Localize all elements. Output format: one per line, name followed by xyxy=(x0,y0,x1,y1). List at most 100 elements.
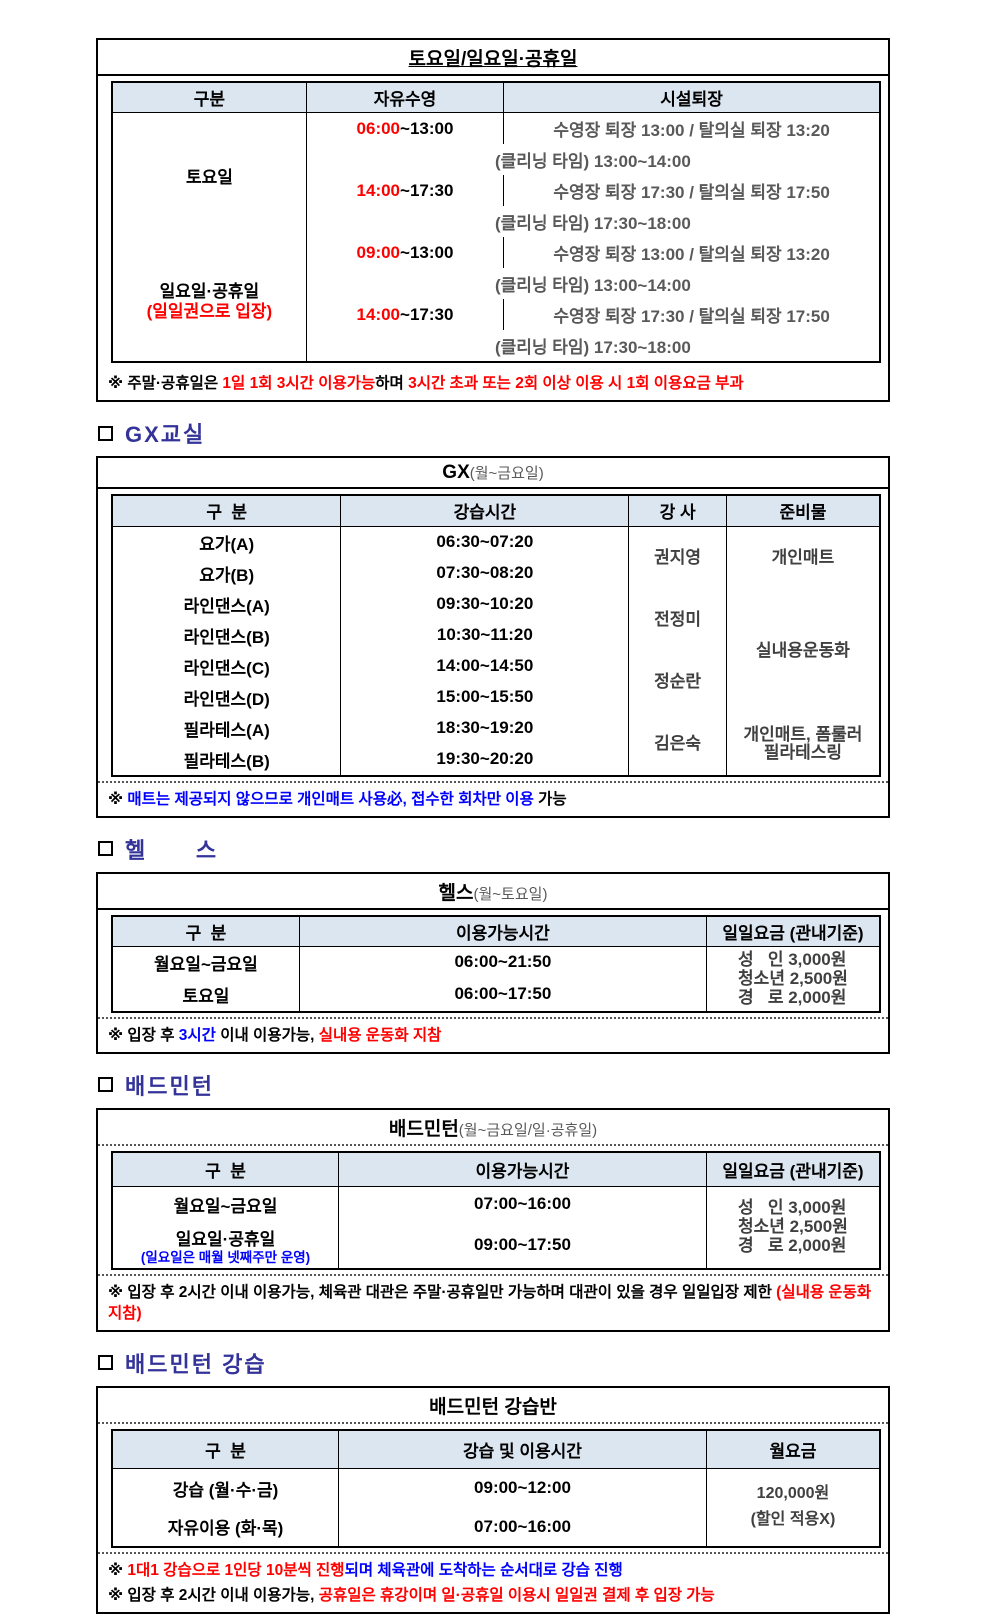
cleaning-time-cell: (클리닝 타임) 17:30~18:00 xyxy=(305,206,881,237)
equipment-cell: 개인매트 xyxy=(725,526,881,589)
square-bullet-icon xyxy=(98,425,113,441)
exit-info-cell: 수영장 퇴장 17:30 / 탈의실 퇴장 17:50 xyxy=(503,299,881,330)
header-cell-exit: 시설퇴장 xyxy=(503,82,881,113)
section-heading-badminton-lesson: 배드민턴 강습 xyxy=(98,1347,890,1379)
exit-info-cell: 수영장 퇴장 13:00 / 탈의실 퇴장 13:20 xyxy=(503,237,881,268)
weekend-table-title: 토요일/일요일·공휴일 xyxy=(98,40,888,76)
section-heading-badminton: 배드민턴 xyxy=(98,1069,890,1101)
class-name-cell: 라인댄스(C) xyxy=(111,650,342,682)
table-row: 필라테스(B) 19:30~20:20 xyxy=(111,743,880,776)
header-cell-lesson-time: 강습 및 이용시간 xyxy=(338,1429,707,1469)
table-row: 라인댄스(C) 14:00~14:50 정순란 xyxy=(111,650,880,713)
document-page: 토요일/일요일·공휴일 구분 자유수영 시설퇴장 토요일 06:00~13:00… xyxy=(96,38,890,1614)
instructor-cell: 권지영 xyxy=(628,526,727,589)
time-cell: 09:00~13:00 xyxy=(305,237,505,268)
table-row: (클리닝 타임) 13:00~14:00 xyxy=(112,144,881,175)
section-heading-label: GX교실 xyxy=(125,422,206,447)
table-row: 일요일·공휴일 (일일권으로 입장) 09:00~13:00 수영장 퇴장 13… xyxy=(111,237,881,362)
square-bullet-icon xyxy=(98,841,113,856)
day-sublabel: (일요일은 매월 넷째주만 운영) xyxy=(140,1249,311,1265)
table-row: (클리닝 타임) 13:00~14:00 xyxy=(112,268,881,299)
gx-table-title: GX(월~금요일) xyxy=(98,458,888,489)
badminton-box: 배드민턴(월~금요일/일·공휴일) 구 분 이용가능시간 일일요금 (관내기준)… xyxy=(96,1107,890,1332)
square-bullet-icon xyxy=(98,1355,113,1370)
header-cell-gubun: 구 분 xyxy=(111,1429,340,1469)
instructor-cell: 김은숙 xyxy=(628,712,727,776)
header-cell-gubun: 구분 xyxy=(111,82,307,113)
lesson-label-cell: 강습 (월·수·금) xyxy=(111,1468,340,1508)
table-row: 일요일·공휴일 (일요일은 매월 넷째주만 운영) 09:00~17:50 xyxy=(111,1221,880,1269)
badminton-lesson-table: 구 분 강습 및 이용시간 월요금 강습 (월·수·금) 09:00~12:00… xyxy=(111,1428,881,1548)
table-row: (클리닝 타임) 17:30~18:00 xyxy=(112,330,881,362)
table-header-row: 구 분 이용가능시간 일일요금 (관내기준) xyxy=(111,1151,881,1187)
table-row: (클리닝 타임) 17:30~18:00 xyxy=(112,206,881,237)
time-cell: 15:00~15:50 xyxy=(340,681,630,713)
badminton-table-title: 배드민턴(월~금요일/일·공휴일) xyxy=(98,1110,888,1146)
section-heading-label: 배드민턴 강습 xyxy=(125,1351,267,1377)
table-row: 요가(A) 06:30~07:20 권지영 개인매트 xyxy=(111,526,881,589)
day-label-cell: 월요일~금요일 xyxy=(111,1186,340,1222)
header-cell-class-time: 강습시간 xyxy=(340,495,630,527)
day-label-cell: 일요일·공휴일 (일요일은 매월 넷째주만 운영) xyxy=(111,1221,340,1269)
fee-cell: 성 인 3,000원 청소년 2,500원 경 로 2,000원 xyxy=(705,946,881,1012)
exit-info-cell: 수영장 퇴장 13:00 / 탈의실 퇴장 13:20 xyxy=(503,112,881,144)
cleaning-time-cell: (클리닝 타임) 17:30~18:00 xyxy=(305,330,881,362)
class-name-cell: 라인댄스(D) xyxy=(111,681,342,713)
table-row: 14:00~17:30 수영장 퇴장 17:30 / 탈의실 퇴장 17:50 xyxy=(112,175,881,206)
table-row: 라인댄스(B) 10:30~11:20 xyxy=(111,619,880,651)
time-cell: 06:00~21:50 xyxy=(298,946,707,979)
time-cell: 14:00~17:30 xyxy=(305,299,505,330)
table-row: 토요일 06:00~17:50 xyxy=(111,978,880,1012)
table-row: 월요일~금요일 07:00~16:00 성 인 3,000원 청소년 2,500원… xyxy=(111,1186,881,1269)
table-header-row: 구 분 강습시간 강 사 준비물 xyxy=(111,495,881,527)
group-label-cell-saturday: 토요일 xyxy=(111,112,307,237)
table-row: 월요일~금요일 06:00~21:50 성 인 3,000원 청소년 2,500원… xyxy=(111,946,881,1012)
header-cell-monthly-fee: 월요금 xyxy=(705,1429,881,1469)
health-table: 구 분 이용가능시간 일일요금 (관내기준) 월요일~금요일 06:00~21:… xyxy=(111,914,881,1013)
header-cell-usable-time: 이용가능시간 xyxy=(338,1151,707,1187)
health-box: 헬스(월~토요일) 구 분 이용가능시간 일일요금 (관내기준) 월요일~금요일… xyxy=(96,871,890,1054)
group-label: 토요일 xyxy=(185,167,233,187)
badminton-footnote: ※ 입장 후 2시간 이내 이용가능, 체육관 대관은 주말·공휴일만 가능하며… xyxy=(98,1273,888,1330)
instructor-cell: 정순란 xyxy=(628,650,727,713)
time-cell: 07:00~16:00 xyxy=(338,1507,707,1547)
table-row: 강습 (월·수·금) 09:00~12:00 120,000원 (할인 적용X) xyxy=(111,1468,881,1547)
day-label-cell: 월요일~금요일 xyxy=(111,946,300,979)
header-cell-daily-fee: 일일요금 (관내기준) xyxy=(705,1151,881,1187)
header-cell-gubun: 구 분 xyxy=(111,915,300,947)
equipment-cell: 개인매트, 폼룰러 필라테스링 xyxy=(725,712,881,776)
table-header-row: 구 분 이용가능시간 일일요금 (관내기준) xyxy=(111,915,881,947)
header-cell-gubun: 구 분 xyxy=(111,495,342,527)
section-heading-gx: GX교실 xyxy=(98,417,890,449)
time-cell: 07:30~08:20 xyxy=(340,557,630,589)
time-cell: 14:00~17:30 xyxy=(305,175,505,206)
time-cell: 06:30~07:20 xyxy=(340,526,630,558)
weekend-swim-box: 토요일/일요일·공휴일 구분 자유수영 시설퇴장 토요일 06:00~13:00… xyxy=(96,38,890,402)
badminton-lesson-box: 배드민턴 강습반 구 분 강습 및 이용시간 월요금 강습 (월·수·금) 09… xyxy=(96,1385,890,1614)
badminton-table: 구 분 이용가능시간 일일요금 (관내기준) 월요일~금요일 07:00~16:… xyxy=(111,1150,881,1270)
table-row: 토요일 06:00~13:00 수영장 퇴장 13:00 / 탈의실 퇴장 13… xyxy=(111,112,881,237)
gx-footnote: ※ 매트는 제공되지 않으므로 개인매트 사용必, 접수한 회차만 이용 가능 xyxy=(98,780,888,816)
lesson-label-cell: 자유이용 (화·목) xyxy=(111,1507,340,1547)
time-cell: 09:30~10:20 xyxy=(340,588,630,620)
table-row: 요가(B) 07:30~08:20 xyxy=(111,557,880,589)
lesson-table-title: 배드민턴 강습반 xyxy=(98,1388,888,1424)
lesson-footnote-2: ※ 입장 후 2시간 이내 이용가능, 공휴일은 휴강이며 일·공휴일 이용시 … xyxy=(108,1586,715,1604)
lesson-footnote-1: ※ 1대1 강습으로 1인당 10분씩 진행되며 체육관에 도착하는 순서대로 … xyxy=(98,1551,888,1583)
square-bullet-icon xyxy=(98,1077,113,1092)
time-cell: 07:00~16:00 xyxy=(338,1186,707,1222)
cleaning-time-cell: (클리닝 타임) 13:00~14:00 xyxy=(305,268,881,299)
section-heading-label: 배드민턴 xyxy=(125,1073,214,1099)
section-heading-health: 헬 스 xyxy=(98,833,890,865)
class-name-cell: 필라테스(B) xyxy=(111,743,342,776)
class-name-cell: 요가(B) xyxy=(111,557,342,589)
fee-cell: 120,000원 (할인 적용X) xyxy=(705,1468,881,1547)
table-row: 라인댄스(A) 09:30~10:20 전정미 실내용운동화 xyxy=(111,588,881,713)
class-name-cell: 라인댄스(B) xyxy=(111,619,342,651)
group-label: 일요일·공휴일 xyxy=(159,282,260,301)
time-cell: 10:30~11:20 xyxy=(340,619,630,651)
table-row: 필라테스(A) 18:30~19:20 김은숙 개인매트, 폼룰러 필라테스링 xyxy=(111,712,881,776)
header-cell-gubun: 구 분 xyxy=(111,1151,340,1187)
time-cell: 06:00~17:50 xyxy=(298,978,707,1012)
group-sublabel: (일일권으로 입장) xyxy=(146,302,273,321)
